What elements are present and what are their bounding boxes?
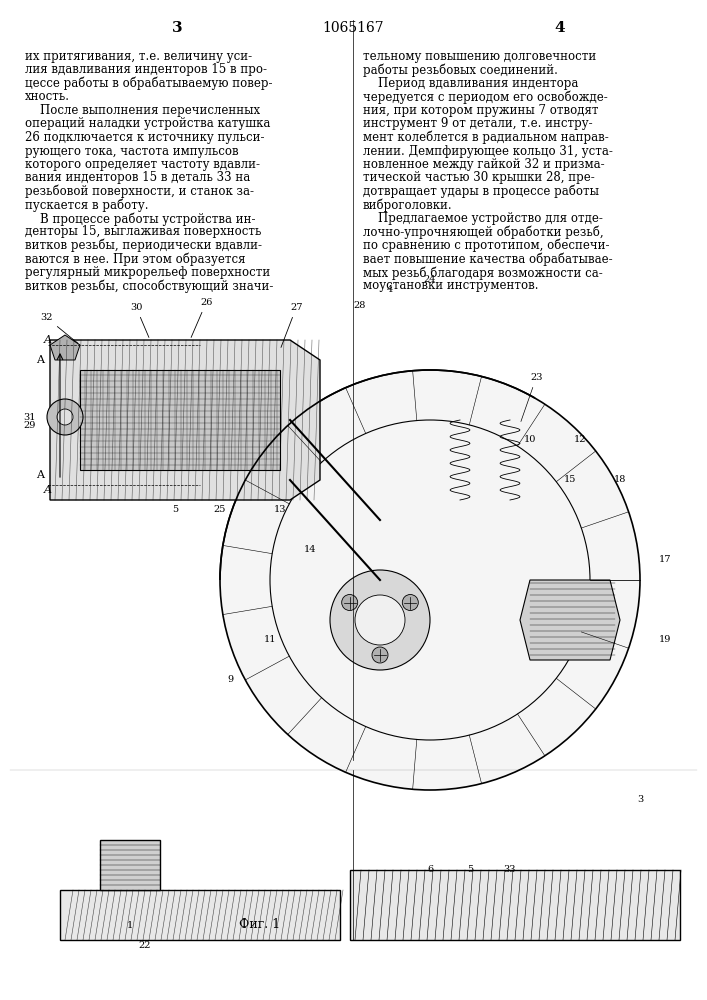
Circle shape xyxy=(355,595,405,645)
Text: После выполнения перечисленных: После выполнения перечисленных xyxy=(25,104,260,117)
Circle shape xyxy=(402,594,419,610)
Text: мент колеблется в радиальном направ-: мент колеблется в радиальном направ- xyxy=(363,131,609,144)
Text: 27: 27 xyxy=(281,303,303,347)
Circle shape xyxy=(341,594,358,610)
Text: дотвращает удары в процессе работы: дотвращает удары в процессе работы xyxy=(363,185,599,198)
Text: A: A xyxy=(36,470,44,480)
Text: Период вдавливания индентора: Период вдавливания индентора xyxy=(363,77,578,90)
Text: виброголовки.: виброголовки. xyxy=(363,198,452,212)
Polygon shape xyxy=(60,890,340,940)
Text: 18: 18 xyxy=(614,476,626,485)
Text: цессе работы в обрабатываемую повер-: цессе работы в обрабатываемую повер- xyxy=(25,77,272,91)
Text: пускается в работу.: пускается в работу. xyxy=(25,198,148,212)
Text: 31: 31 xyxy=(24,412,36,422)
Text: вания инденторов 15 в деталь 33 на: вания инденторов 15 в деталь 33 на xyxy=(25,172,250,184)
Text: витков резьбы, периодически вдавли-: витков резьбы, периодически вдавли- xyxy=(25,239,262,252)
Text: 11: 11 xyxy=(264,636,276,645)
Text: 26 подключается к источнику пульси-: 26 подключается к источнику пульси- xyxy=(25,131,264,144)
Text: 33: 33 xyxy=(504,865,516,874)
Text: 17: 17 xyxy=(659,556,671,564)
Text: 12: 12 xyxy=(574,436,586,444)
Text: 6: 6 xyxy=(427,865,433,874)
Text: тической частью 30 крышки 28, пре-: тической частью 30 крышки 28, пре- xyxy=(363,172,595,184)
Text: В процессе работы устройства ин-: В процессе работы устройства ин- xyxy=(25,212,255,226)
Text: A: A xyxy=(44,485,52,495)
Text: 5: 5 xyxy=(467,865,473,874)
Text: денторы 15, выглаживая поверхность: денторы 15, выглаживая поверхность xyxy=(25,226,262,238)
Circle shape xyxy=(372,647,388,663)
Text: 15: 15 xyxy=(563,476,576,485)
Text: A: A xyxy=(44,335,52,345)
Text: лия вдавливания инденторов 15 в про-: лия вдавливания инденторов 15 в про- xyxy=(25,64,267,77)
Text: мых резьб благодаря возможности са-: мых резьб благодаря возможности са- xyxy=(363,266,603,279)
Text: A: A xyxy=(36,355,44,365)
Polygon shape xyxy=(350,870,680,940)
Text: их притягивания, т.е. величину уси-: их притягивания, т.е. величину уси- xyxy=(25,50,252,63)
Text: витков резьбы, способствующий значи-: витков резьбы, способствующий значи- xyxy=(25,279,274,293)
Text: 3: 3 xyxy=(637,796,643,804)
Text: 13: 13 xyxy=(274,506,286,514)
Polygon shape xyxy=(50,340,320,500)
Text: 28: 28 xyxy=(354,300,366,310)
Text: ваются в нее. При этом образуется: ваются в нее. При этом образуется xyxy=(25,252,245,266)
Text: 14: 14 xyxy=(304,546,316,554)
Text: 23: 23 xyxy=(521,373,542,421)
Polygon shape xyxy=(50,335,80,360)
Text: 5: 5 xyxy=(172,506,178,514)
Text: 9: 9 xyxy=(227,676,233,684)
Text: 30: 30 xyxy=(130,303,149,337)
Text: 10: 10 xyxy=(524,436,536,444)
Polygon shape xyxy=(100,840,160,890)
Text: 26: 26 xyxy=(191,298,212,337)
Text: 4: 4 xyxy=(555,21,566,35)
Text: которого определяет частоту вдавли-: которого определяет частоту вдавли- xyxy=(25,158,260,171)
Polygon shape xyxy=(520,580,620,660)
Text: хность.: хность. xyxy=(25,91,70,104)
Text: 3: 3 xyxy=(172,21,182,35)
Text: Фиг. 1: Фиг. 1 xyxy=(240,918,281,932)
Circle shape xyxy=(220,370,640,790)
Text: операций наладки устройства катушка: операций наладки устройства катушка xyxy=(25,117,270,130)
Text: 22: 22 xyxy=(139,940,151,950)
Text: Предлагаемое устройство для отде-: Предлагаемое устройство для отде- xyxy=(363,212,603,225)
Polygon shape xyxy=(80,370,280,470)
Text: 4: 4 xyxy=(387,286,393,294)
Text: 19: 19 xyxy=(659,636,671,645)
Text: вает повышение качества обрабатывае-: вает повышение качества обрабатывае- xyxy=(363,252,613,266)
Text: лении. Демпфирующее кольцо 31, уста-: лении. Демпфирующее кольцо 31, уста- xyxy=(363,144,613,157)
Text: 32: 32 xyxy=(40,313,78,343)
Text: рующего тока, частота импульсов: рующего тока, частота импульсов xyxy=(25,144,239,157)
Circle shape xyxy=(47,399,83,435)
Text: ния, при котором пружины 7 отводят: ния, при котором пружины 7 отводят xyxy=(363,104,599,117)
Text: 1065167: 1065167 xyxy=(322,21,384,35)
Text: моустановки инструментов.: моустановки инструментов. xyxy=(363,279,539,292)
Text: чередуется с периодом его освобожде-: чередуется с периодом его освобожде- xyxy=(363,91,608,104)
Text: по сравнению с прототипом, обеспечи-: по сравнению с прототипом, обеспечи- xyxy=(363,239,609,252)
Text: 24: 24 xyxy=(423,275,436,284)
Text: лочно-упрочняющей обработки резьб,: лочно-упрочняющей обработки резьб, xyxy=(363,226,604,239)
Text: 25: 25 xyxy=(214,506,226,514)
Text: работы резьбовых соединений.: работы резьбовых соединений. xyxy=(363,64,558,77)
Text: тельному повышению долговечности: тельному повышению долговечности xyxy=(363,50,596,63)
Text: 29: 29 xyxy=(24,420,36,430)
Text: регулярный микрорельеф поверхности: регулярный микрорельеф поверхности xyxy=(25,266,270,279)
Text: инструмент 9 от детали, т.е. инстру-: инструмент 9 от детали, т.е. инстру- xyxy=(363,117,592,130)
Circle shape xyxy=(330,570,430,670)
Circle shape xyxy=(57,409,73,425)
Text: 1: 1 xyxy=(127,920,133,930)
Text: новленное между гайкой 32 и призма-: новленное между гайкой 32 и призма- xyxy=(363,158,604,171)
Text: резьбовой поверхности, и станок за-: резьбовой поверхности, и станок за- xyxy=(25,185,254,198)
